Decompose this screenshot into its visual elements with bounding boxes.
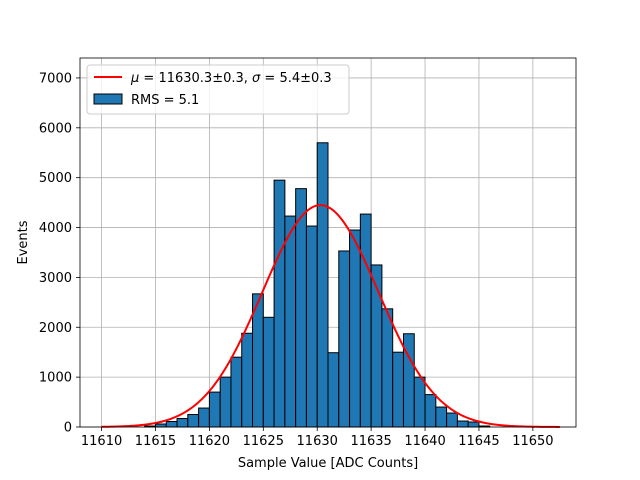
y-tick-label: 7000 xyxy=(39,71,72,86)
histogram-bar xyxy=(187,414,200,428)
x-tick-label: 11640 xyxy=(404,434,445,449)
legend-histogram-label: RMS = 5.1 xyxy=(131,93,199,108)
histogram-bar xyxy=(284,215,297,428)
plot-frame xyxy=(79,57,577,428)
histogram-bar xyxy=(262,316,275,428)
x-tick-label: 11645 xyxy=(458,434,499,449)
histogram-bar xyxy=(198,407,210,428)
legend-mu-symbol: μ xyxy=(130,71,139,86)
histogram-bar xyxy=(359,213,372,428)
y-tick-label: 6000 xyxy=(39,121,72,136)
histogram-bar xyxy=(349,229,361,428)
y-tick-label: 1000 xyxy=(39,371,72,386)
y-tick-label: 2000 xyxy=(39,321,72,336)
x-tick-label: 11625 xyxy=(243,434,284,449)
x-axis-label: Sample Value [ADC Counts] xyxy=(238,456,418,471)
histogram-bar xyxy=(295,188,307,428)
x-axis-ticks: 11610 11615 11620 11625 11630 11635 11640 11645… xyxy=(81,427,554,449)
y-tick-label: 5000 xyxy=(39,171,72,186)
legend-sigma-value: = 5.4±0.3 xyxy=(260,71,331,86)
x-tick-label: 11630 xyxy=(297,434,338,449)
histogram-bar xyxy=(241,332,254,428)
histogram-bar xyxy=(413,376,426,428)
y-tick-label: 4000 xyxy=(39,221,72,236)
histogram-bar xyxy=(424,394,437,428)
histogram-bar xyxy=(456,420,469,428)
y-axis-label: Events xyxy=(16,220,31,264)
legend-box xyxy=(86,64,350,115)
histogram-bar xyxy=(338,250,351,428)
legend-histogram-swatch xyxy=(93,93,123,105)
x-tick-label: 11615 xyxy=(135,434,176,449)
histogram-bar xyxy=(273,179,286,428)
x-tick-label: 11635 xyxy=(350,434,391,449)
x-tick-label: 11610 xyxy=(81,434,122,449)
histogram-bar xyxy=(252,293,264,428)
histogram-bar xyxy=(381,308,394,428)
x-tick-label: 11650 xyxy=(512,434,553,449)
legend-mu-value: = 11630.3±0.3, xyxy=(139,71,252,86)
histogram-bar xyxy=(154,423,167,428)
gaussian-fit-curve xyxy=(101,204,560,428)
histogram-bar xyxy=(316,142,329,428)
histogram-bar xyxy=(446,412,458,428)
histogram-bar xyxy=(176,418,189,428)
histogram-bars xyxy=(144,142,491,428)
histogram-bar xyxy=(305,225,318,428)
histogram-bar xyxy=(219,376,232,428)
histogram-bar xyxy=(327,352,340,428)
y-tick-label: 0 xyxy=(64,421,72,436)
legend-fit-label: μ = 11630.3±0.3, σ = 5.4±0.3 xyxy=(130,71,332,86)
legend: μ = 11630.3±0.3, σ = 5.4±0.3 RMS = 5.1 xyxy=(86,64,350,115)
histogram-bar xyxy=(392,351,404,428)
y-axis-ticks: 0 1000 2000 3000 4000 5000 6000 7000 xyxy=(39,71,80,436)
histogram-bar xyxy=(230,356,243,428)
y-tick-label: 3000 xyxy=(39,271,72,286)
histogram-bar xyxy=(435,406,448,428)
histogram-bar xyxy=(165,421,178,428)
legend-sigma-symbol: σ xyxy=(252,71,261,86)
x-tick-label: 11620 xyxy=(189,434,230,449)
histogram-bar xyxy=(208,391,221,428)
histogram-bar xyxy=(467,421,480,428)
